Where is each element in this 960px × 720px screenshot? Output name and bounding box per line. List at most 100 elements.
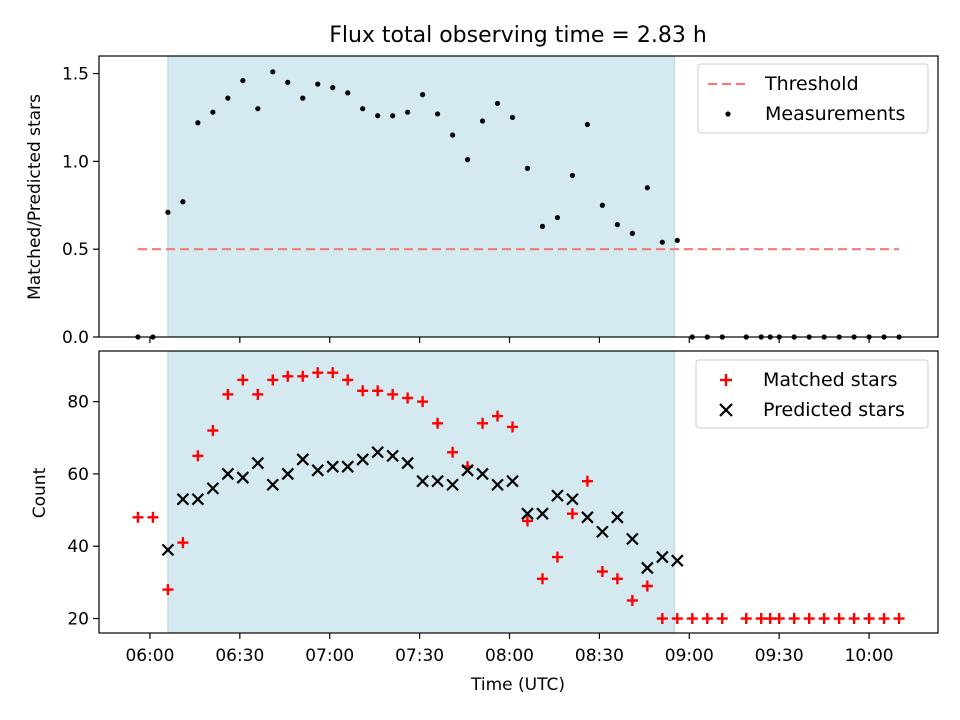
bottom-y-axis-label: Count: [30, 467, 50, 518]
matched-star-point: [357, 385, 369, 397]
chart-title: Flux total observing time = 2.83 h: [329, 23, 707, 48]
x-axis-label: Time (UTC): [470, 675, 565, 695]
matched-star-point: [848, 613, 860, 625]
bottom-axes-frame: [98, 350, 939, 634]
x-tick-label: 07:00: [305, 646, 354, 666]
measurements-legend-label: Measurements: [765, 103, 905, 125]
top-x-ticks: [149, 337, 870, 343]
predicted-star-point: [491, 478, 504, 492]
measurement-point: [225, 95, 231, 101]
measurement-point: [614, 222, 620, 228]
measurement-point: [599, 202, 606, 208]
matched-star-point: [297, 370, 309, 382]
x-tick-label: 10:00: [845, 646, 894, 666]
measurement-point: [210, 109, 216, 115]
matched-star-point: [686, 613, 698, 625]
predicted-star-point: [266, 478, 280, 492]
matched-star-point: [492, 410, 504, 422]
measurement-point: [270, 69, 276, 75]
x-tick-label: 06:00: [125, 646, 174, 666]
matched-star-point: [342, 374, 354, 386]
matched-star-point: [641, 580, 653, 592]
top-y-tick-label: 0.5: [62, 240, 89, 260]
predicted-star-point: [296, 453, 310, 466]
measurement-point: [584, 121, 591, 128]
x-tick-label: 09:00: [665, 646, 714, 666]
matched-stars-points: [132, 367, 905, 625]
bottom-legend: Matched stars Predicted stars: [695, 359, 929, 429]
measurement-point: [479, 118, 486, 124]
matched-stars-legend-swatch: [720, 374, 732, 386]
top-y-tick-label: 0.0: [62, 328, 89, 348]
top-legend-frame: [697, 63, 929, 134]
matched-star-point: [447, 446, 459, 458]
bottom-y-ticks: 20 40 60 80: [67, 393, 99, 630]
matched-star-point: [740, 613, 752, 625]
measurement-point: [629, 230, 635, 236]
predicted-star-point: [251, 456, 265, 470]
matched-star-point: [237, 374, 249, 386]
matched-stars-legend-label: Matched stars: [763, 369, 897, 391]
predicted-star-point: [371, 445, 384, 459]
predicted-star-point: [341, 460, 354, 473]
top-y-tick-label: 1.5: [62, 65, 89, 85]
matched-star-point: [132, 511, 144, 523]
predicted-star-point: [581, 511, 594, 524]
matched-star-point: [477, 417, 489, 429]
predicted-star-point: [206, 482, 220, 495]
top-panel: 0.0 0.5 1.0 1.5 Matched/Predicted stars Thr…: [25, 55, 939, 348]
measurement-point: [464, 157, 471, 163]
x-tick-label: 08:30: [575, 646, 624, 666]
measurement-point: [330, 85, 336, 91]
top-y-tick-label: 1.0: [62, 152, 89, 172]
measurement-point: [300, 95, 306, 101]
predicted-star-point: [431, 474, 444, 488]
measurement-point: [644, 185, 650, 191]
measurement-point: [180, 199, 186, 205]
measurement-point: [285, 79, 291, 85]
bottom-y-tick-label: 80: [67, 393, 89, 413]
predicted-star-point: [446, 478, 459, 492]
bottom-legend-frame: [695, 359, 929, 429]
x-tick-label: 09:30: [755, 646, 804, 666]
predicted-star-point: [506, 474, 519, 488]
measurement-point: [509, 114, 516, 121]
measurement-point: [165, 209, 171, 215]
threshold-legend-label: Threshold: [764, 73, 859, 95]
predicted-star-point: [656, 550, 669, 564]
matched-star-point: [893, 613, 905, 625]
matched-star-point: [327, 367, 339, 379]
measurement-point: [240, 77, 246, 84]
matched-star-point: [402, 392, 414, 404]
predicted-star-point: [521, 507, 534, 520]
measurement-point: [674, 237, 680, 244]
predicted-star-point: [386, 449, 399, 463]
measurement-point: [434, 111, 441, 117]
predicted-stars-legend-swatch: [719, 403, 733, 417]
bottom-shaded-interval: [167, 350, 675, 634]
predicted-star-point: [176, 492, 190, 506]
predicted-star-point: [161, 543, 175, 557]
matched-star-point: [626, 594, 638, 606]
matched-star-point: [222, 388, 234, 400]
predicted-stars-points: [161, 445, 684, 575]
predicted-star-point: [191, 492, 205, 506]
measurement-point: [315, 81, 321, 87]
x-tick-label: 08:00: [485, 646, 534, 666]
predicted-star-point: [326, 460, 339, 473]
measurement-point: [375, 113, 381, 119]
bottom-y-tick-label: 20: [67, 610, 89, 630]
matched-star-point: [162, 584, 174, 596]
predicted-star-point: [281, 467, 295, 481]
predicted-star-point: [356, 453, 369, 466]
measurement-point: [569, 172, 576, 179]
matched-star-point: [521, 515, 533, 527]
matched-star-point: [312, 367, 324, 379]
predicted-star-point: [641, 561, 654, 575]
predicted-star-point: [416, 474, 429, 488]
predicted-star-point: [401, 456, 414, 470]
matched-star-point: [192, 450, 204, 462]
top-legend: Threshold Measurements: [697, 63, 929, 134]
predicted-star-point: [626, 532, 639, 546]
